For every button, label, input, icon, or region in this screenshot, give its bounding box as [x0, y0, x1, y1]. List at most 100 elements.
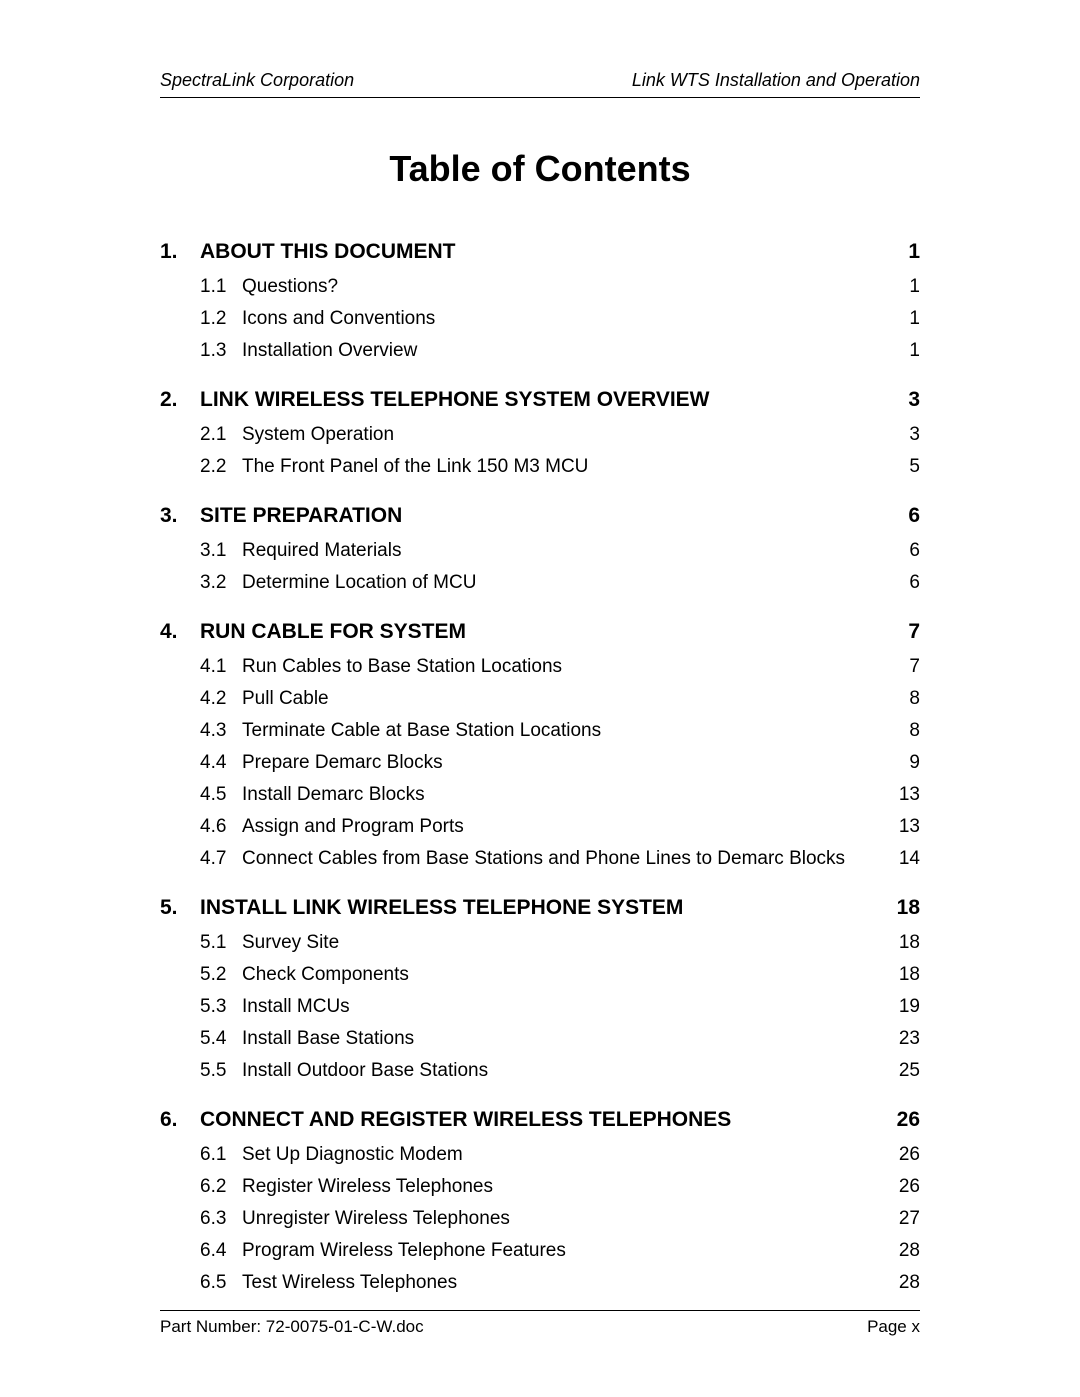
header-right: Link WTS Installation and Operation	[632, 70, 920, 91]
toc-sub-title: Determine Location of MCU	[242, 572, 880, 594]
toc-sub-page: 19	[880, 996, 920, 1018]
toc-section-heading: 6.CONNECT AND REGISTER WIRELESS TELEPHON…	[160, 1108, 920, 1132]
toc-sub-row: 3.1Required Materials6	[160, 540, 920, 562]
toc-section-page: 1	[880, 240, 920, 264]
toc-sub-number: 2.1	[200, 424, 242, 446]
toc-sub-page: 18	[880, 964, 920, 986]
toc-sub-row: 6.3Unregister Wireless Telephones27	[160, 1208, 920, 1230]
toc-section-title: LINK WIRELESS TELEPHONE SYSTEM OVERVIEW	[200, 388, 880, 412]
toc-sub-title: Connect Cables from Base Stations and Ph…	[242, 848, 880, 870]
toc-section-page: 26	[880, 1108, 920, 1132]
toc-sub-page: 1	[880, 340, 920, 362]
toc-section: 6.CONNECT AND REGISTER WIRELESS TELEPHON…	[160, 1108, 920, 1294]
toc-sub-title: Install MCUs	[242, 996, 880, 1018]
toc-sub-number: 1.3	[200, 340, 242, 362]
toc-sub-page: 23	[880, 1028, 920, 1050]
page-title: Table of Contents	[160, 148, 920, 190]
toc-sub-row: 5.5Install Outdoor Base Stations25	[160, 1060, 920, 1082]
toc-sub-page: 14	[880, 848, 920, 870]
toc-sub-number: 1.2	[200, 308, 242, 330]
footer-right: Page x	[867, 1317, 920, 1337]
toc-sub-number: 4.3	[200, 720, 242, 742]
toc-sub-row: 5.4Install Base Stations23	[160, 1028, 920, 1050]
toc-sub-row: 2.1System Operation3	[160, 424, 920, 446]
toc-sub-row: 4.7Connect Cables from Base Stations and…	[160, 848, 920, 870]
page-footer: Part Number: 72-0075-01-C-W.doc Page x	[160, 1310, 920, 1337]
toc-sub-row: 5.3Install MCUs19	[160, 996, 920, 1018]
toc-section: 1.ABOUT THIS DOCUMENT11.1Questions?11.2I…	[160, 240, 920, 362]
toc-sub-row: 4.6Assign and Program Ports13	[160, 816, 920, 838]
toc-sub-page: 8	[880, 688, 920, 710]
toc-sub-number: 5.3	[200, 996, 242, 1018]
toc-sub-title: Questions?	[242, 276, 880, 298]
toc-sub-number: 4.2	[200, 688, 242, 710]
toc-section-title: INSTALL LINK WIRELESS TELEPHONE SYSTEM	[200, 896, 880, 920]
toc-sub-page: 7	[880, 656, 920, 678]
toc-sub-row: 6.5Test Wireless Telephones28	[160, 1272, 920, 1294]
toc-sub-row: 4.2Pull Cable8	[160, 688, 920, 710]
toc-sub-number: 3.1	[200, 540, 242, 562]
toc-section-page: 18	[880, 896, 920, 920]
toc-sub-number: 4.7	[200, 848, 242, 870]
toc-section: 2.LINK WIRELESS TELEPHONE SYSTEM OVERVIE…	[160, 388, 920, 478]
toc-sub-title: Installation Overview	[242, 340, 880, 362]
toc-sub-row: 6.1Set Up Diagnostic Modem26	[160, 1144, 920, 1166]
toc-section-heading: 1.ABOUT THIS DOCUMENT1	[160, 240, 920, 264]
toc-sub-row: 4.5Install Demarc Blocks13	[160, 784, 920, 806]
toc-sub-row: 3.2Determine Location of MCU6	[160, 572, 920, 594]
toc-sub-page: 25	[880, 1060, 920, 1082]
toc-sub-number: 6.4	[200, 1240, 242, 1262]
toc-section-heading: 5.INSTALL LINK WIRELESS TELEPHONE SYSTEM…	[160, 896, 920, 920]
toc-sub-number: 4.6	[200, 816, 242, 838]
toc-sub-page: 18	[880, 932, 920, 954]
toc-sub-number: 4.4	[200, 752, 242, 774]
toc-sub-page: 28	[880, 1272, 920, 1294]
toc-sub-number: 3.2	[200, 572, 242, 594]
toc-section-number: 3.	[160, 504, 200, 528]
toc-sub-title: Test Wireless Telephones	[242, 1272, 880, 1294]
toc-sub-title: Terminate Cable at Base Station Location…	[242, 720, 880, 742]
toc-section-page: 7	[880, 620, 920, 644]
toc-sub-title: Install Outdoor Base Stations	[242, 1060, 880, 1082]
toc-sub-page: 28	[880, 1240, 920, 1262]
toc-sub-number: 6.1	[200, 1144, 242, 1166]
toc-section-title: RUN CABLE FOR SYSTEM	[200, 620, 880, 644]
toc-sub-title: Prepare Demarc Blocks	[242, 752, 880, 774]
toc-sub-page: 1	[880, 276, 920, 298]
toc-sub-row: 5.1Survey Site18	[160, 932, 920, 954]
toc-sub-row: 2.2The Front Panel of the Link 150 M3 MC…	[160, 456, 920, 478]
page-header: SpectraLink Corporation Link WTS Install…	[160, 70, 920, 98]
toc-sub-page: 3	[880, 424, 920, 446]
toc-section-heading: 2.LINK WIRELESS TELEPHONE SYSTEM OVERVIE…	[160, 388, 920, 412]
toc-section-heading: 4.RUN CABLE FOR SYSTEM7	[160, 620, 920, 644]
toc-sub-title: Unregister Wireless Telephones	[242, 1208, 880, 1230]
toc-sub-page: 26	[880, 1176, 920, 1198]
toc-section-title: CONNECT AND REGISTER WIRELESS TELEPHONES	[200, 1108, 880, 1132]
toc-sub-page: 6	[880, 572, 920, 594]
toc-sub-row: 1.2Icons and Conventions1	[160, 308, 920, 330]
toc-sub-page: 26	[880, 1144, 920, 1166]
toc-sub-title: The Front Panel of the Link 150 M3 MCU	[242, 456, 880, 478]
toc-sub-number: 5.1	[200, 932, 242, 954]
toc-sub-title: Icons and Conventions	[242, 308, 880, 330]
toc-section-number: 5.	[160, 896, 200, 920]
toc-sub-number: 6.5	[200, 1272, 242, 1294]
toc-section: 5.INSTALL LINK WIRELESS TELEPHONE SYSTEM…	[160, 896, 920, 1082]
toc-sub-title: Assign and Program Ports	[242, 816, 880, 838]
toc-sub-title: Check Components	[242, 964, 880, 986]
toc-sub-title: Install Base Stations	[242, 1028, 880, 1050]
toc-sub-number: 4.1	[200, 656, 242, 678]
toc-sub-title: Install Demarc Blocks	[242, 784, 880, 806]
toc-sub-row: 6.2Register Wireless Telephones26	[160, 1176, 920, 1198]
toc-section-page: 6	[880, 504, 920, 528]
toc-section: 4.RUN CABLE FOR SYSTEM74.1Run Cables to …	[160, 620, 920, 870]
toc-section-number: 1.	[160, 240, 200, 264]
toc-sub-page: 13	[880, 816, 920, 838]
toc-sub-number: 5.2	[200, 964, 242, 986]
toc-sub-row: 5.2Check Components18	[160, 964, 920, 986]
toc-sub-number: 5.5	[200, 1060, 242, 1082]
toc-section-number: 6.	[160, 1108, 200, 1132]
toc-sub-row: 4.3Terminate Cable at Base Station Locat…	[160, 720, 920, 742]
toc-section-heading: 3.SITE PREPARATION6	[160, 504, 920, 528]
toc-section-title: SITE PREPARATION	[200, 504, 880, 528]
